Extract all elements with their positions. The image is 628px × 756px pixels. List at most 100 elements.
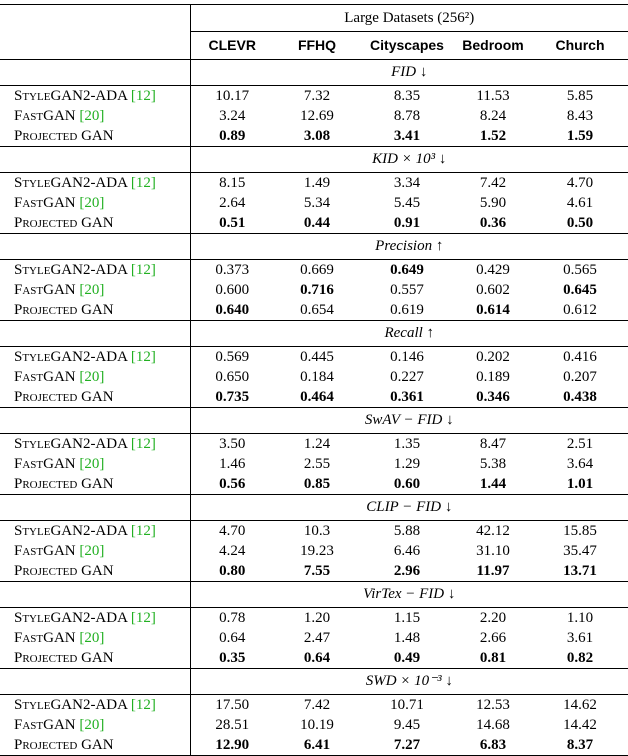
- method-cell: Projected GAN: [0, 735, 191, 756]
- data-row: StyleGAN2-ADA [12] 0.78 1.20 1.15 2.20 1.10: [0, 607, 628, 628]
- method-name: StyleGAN2-ADA: [14, 261, 128, 278]
- value-cell: 5.34: [303, 194, 331, 211]
- metric-title: Recall ↑: [190, 320, 628, 347]
- citation: [12]: [130, 174, 156, 191]
- value-cell: 0.346: [476, 388, 510, 405]
- value-cell: 31.10: [476, 542, 510, 559]
- value-cell: 0.50: [566, 214, 594, 231]
- metric-row: SWD × 10⁻³ ↓: [0, 668, 628, 695]
- data-row: StyleGAN2-ADA [12] 10.17 7.32 8.35 11.53 5.85: [0, 85, 628, 106]
- value-cell: 42.12: [476, 522, 510, 539]
- value-cell: 0.464: [300, 388, 334, 405]
- value-cell: 0.602: [476, 281, 510, 298]
- metric-corner: [0, 494, 191, 521]
- method-name: FastGAN: [14, 455, 76, 472]
- value-cell: 1.01: [566, 475, 594, 492]
- value-cell: 3.64: [566, 455, 594, 472]
- method-name: StyleGAN2-ADA: [14, 696, 128, 713]
- value-cell: 17.50: [215, 696, 250, 713]
- method-cell: FastGAN [20]: [0, 628, 191, 648]
- value-cell: 11.97: [476, 562, 510, 579]
- corner-cell: [0, 4, 191, 32]
- metric-row: SwAV − FID ↓: [0, 407, 628, 434]
- citation: [12]: [130, 609, 156, 626]
- method-cell: FastGAN [20]: [0, 541, 191, 561]
- data-row: StyleGAN2-ADA [12] 17.50 7.42 10.71 12.53 14.…: [0, 694, 628, 715]
- value-cell: 5.85: [566, 87, 594, 104]
- citation: [20]: [79, 368, 105, 385]
- value-cell: 0.619: [390, 301, 424, 318]
- metric-row: Recall ↑: [0, 320, 628, 347]
- value-cell: 3.24: [219, 107, 246, 124]
- method-name: FastGAN: [14, 107, 76, 124]
- value-cell: 5.90: [479, 194, 507, 211]
- value-cell: 2.64: [219, 194, 246, 211]
- method-cell: StyleGAN2-ADA [12]: [0, 607, 191, 628]
- method-cell: Projected GAN: [0, 387, 191, 408]
- value-cell: 9.45: [393, 716, 421, 733]
- method-cell: StyleGAN2-ADA [12]: [0, 172, 191, 193]
- metric-corner: [0, 668, 191, 695]
- value-cell: 2.55: [303, 455, 331, 472]
- method-name: Projected GAN: [14, 736, 114, 753]
- data-row: Projected GAN 0.640 0.654 0.619 0.614 0.612: [0, 300, 628, 321]
- method-cell: Projected GAN: [0, 300, 191, 321]
- value-cell: 0.35: [219, 649, 246, 666]
- metric-row: FID ↓: [0, 59, 628, 86]
- data-row: FastGAN [20] 3.24 12.69 8.78 8.24 8.43: [0, 106, 628, 126]
- method-name: Projected GAN: [14, 301, 114, 318]
- value-cell: 0.416: [563, 348, 597, 365]
- method-cell: StyleGAN2-ADA [12]: [0, 433, 191, 454]
- value-cell: 0.91: [393, 214, 421, 231]
- value-cell: 1.48: [393, 629, 421, 646]
- value-cell: 0.60: [393, 475, 421, 492]
- value-cell: 10.3: [303, 522, 331, 539]
- value-cell: 0.64: [303, 649, 331, 666]
- value-cell: 4.61: [566, 194, 594, 211]
- value-cell: 0.56: [219, 475, 246, 492]
- value-cell: 7.32: [303, 87, 331, 104]
- citation: [20]: [79, 629, 105, 646]
- value-cell: 0.445: [300, 348, 334, 365]
- value-cell: 0.82: [566, 649, 594, 666]
- value-cell: 0.361: [390, 388, 424, 405]
- value-cell: 2.96: [393, 562, 421, 579]
- method-name: StyleGAN2-ADA: [14, 348, 128, 365]
- data-row: Projected GAN 12.90 6.41 7.27 6.83 8.37: [0, 735, 628, 756]
- value-cell: 0.565: [563, 261, 597, 278]
- value-cell: 10.71: [390, 696, 424, 713]
- value-cell: 0.36: [479, 214, 507, 231]
- value-cell: 6.83: [454, 735, 532, 756]
- data-row: FastGAN [20] 4.24 19.23 6.46 31.10 35.47: [0, 541, 628, 561]
- citation: [12]: [130, 348, 156, 365]
- citation: [20]: [79, 281, 105, 298]
- method-name: FastGAN: [14, 716, 76, 733]
- method-name: Projected GAN: [14, 214, 114, 231]
- value-cell: 3.41: [393, 127, 421, 144]
- value-cell: 0.207: [563, 368, 597, 385]
- value-cell: 0.49: [393, 649, 421, 666]
- value-cell: 0.78: [219, 609, 246, 626]
- method-cell: StyleGAN2-ADA [12]: [0, 259, 191, 280]
- value-cell: 12.90: [190, 735, 274, 756]
- citation: [12]: [130, 261, 156, 278]
- value-cell: 0.645: [563, 281, 597, 298]
- method-cell: FastGAN [20]: [0, 193, 191, 213]
- metric-title: VirTex − FID ↓: [190, 581, 628, 608]
- value-cell: 5.45: [393, 194, 421, 211]
- value-cell: 15.85: [563, 522, 597, 539]
- metric-corner: [0, 581, 191, 608]
- data-row: FastGAN [20] 0.64 2.47 1.48 2.66 3.61: [0, 628, 628, 648]
- value-cell: 0.146: [390, 348, 424, 365]
- value-cell: 0.438: [563, 388, 597, 405]
- value-cell: 0.557: [390, 281, 424, 298]
- value-cell: 28.51: [215, 716, 250, 733]
- method-cell: StyleGAN2-ADA [12]: [0, 346, 191, 367]
- value-cell: 0.649: [390, 261, 424, 278]
- value-cell: 0.735: [215, 388, 250, 405]
- value-cell: 2.47: [303, 629, 331, 646]
- value-cell: 14.62: [563, 696, 597, 713]
- value-cell: 0.202: [476, 348, 510, 365]
- value-cell: 0.614: [476, 301, 510, 318]
- method-cell: StyleGAN2-ADA [12]: [0, 520, 191, 541]
